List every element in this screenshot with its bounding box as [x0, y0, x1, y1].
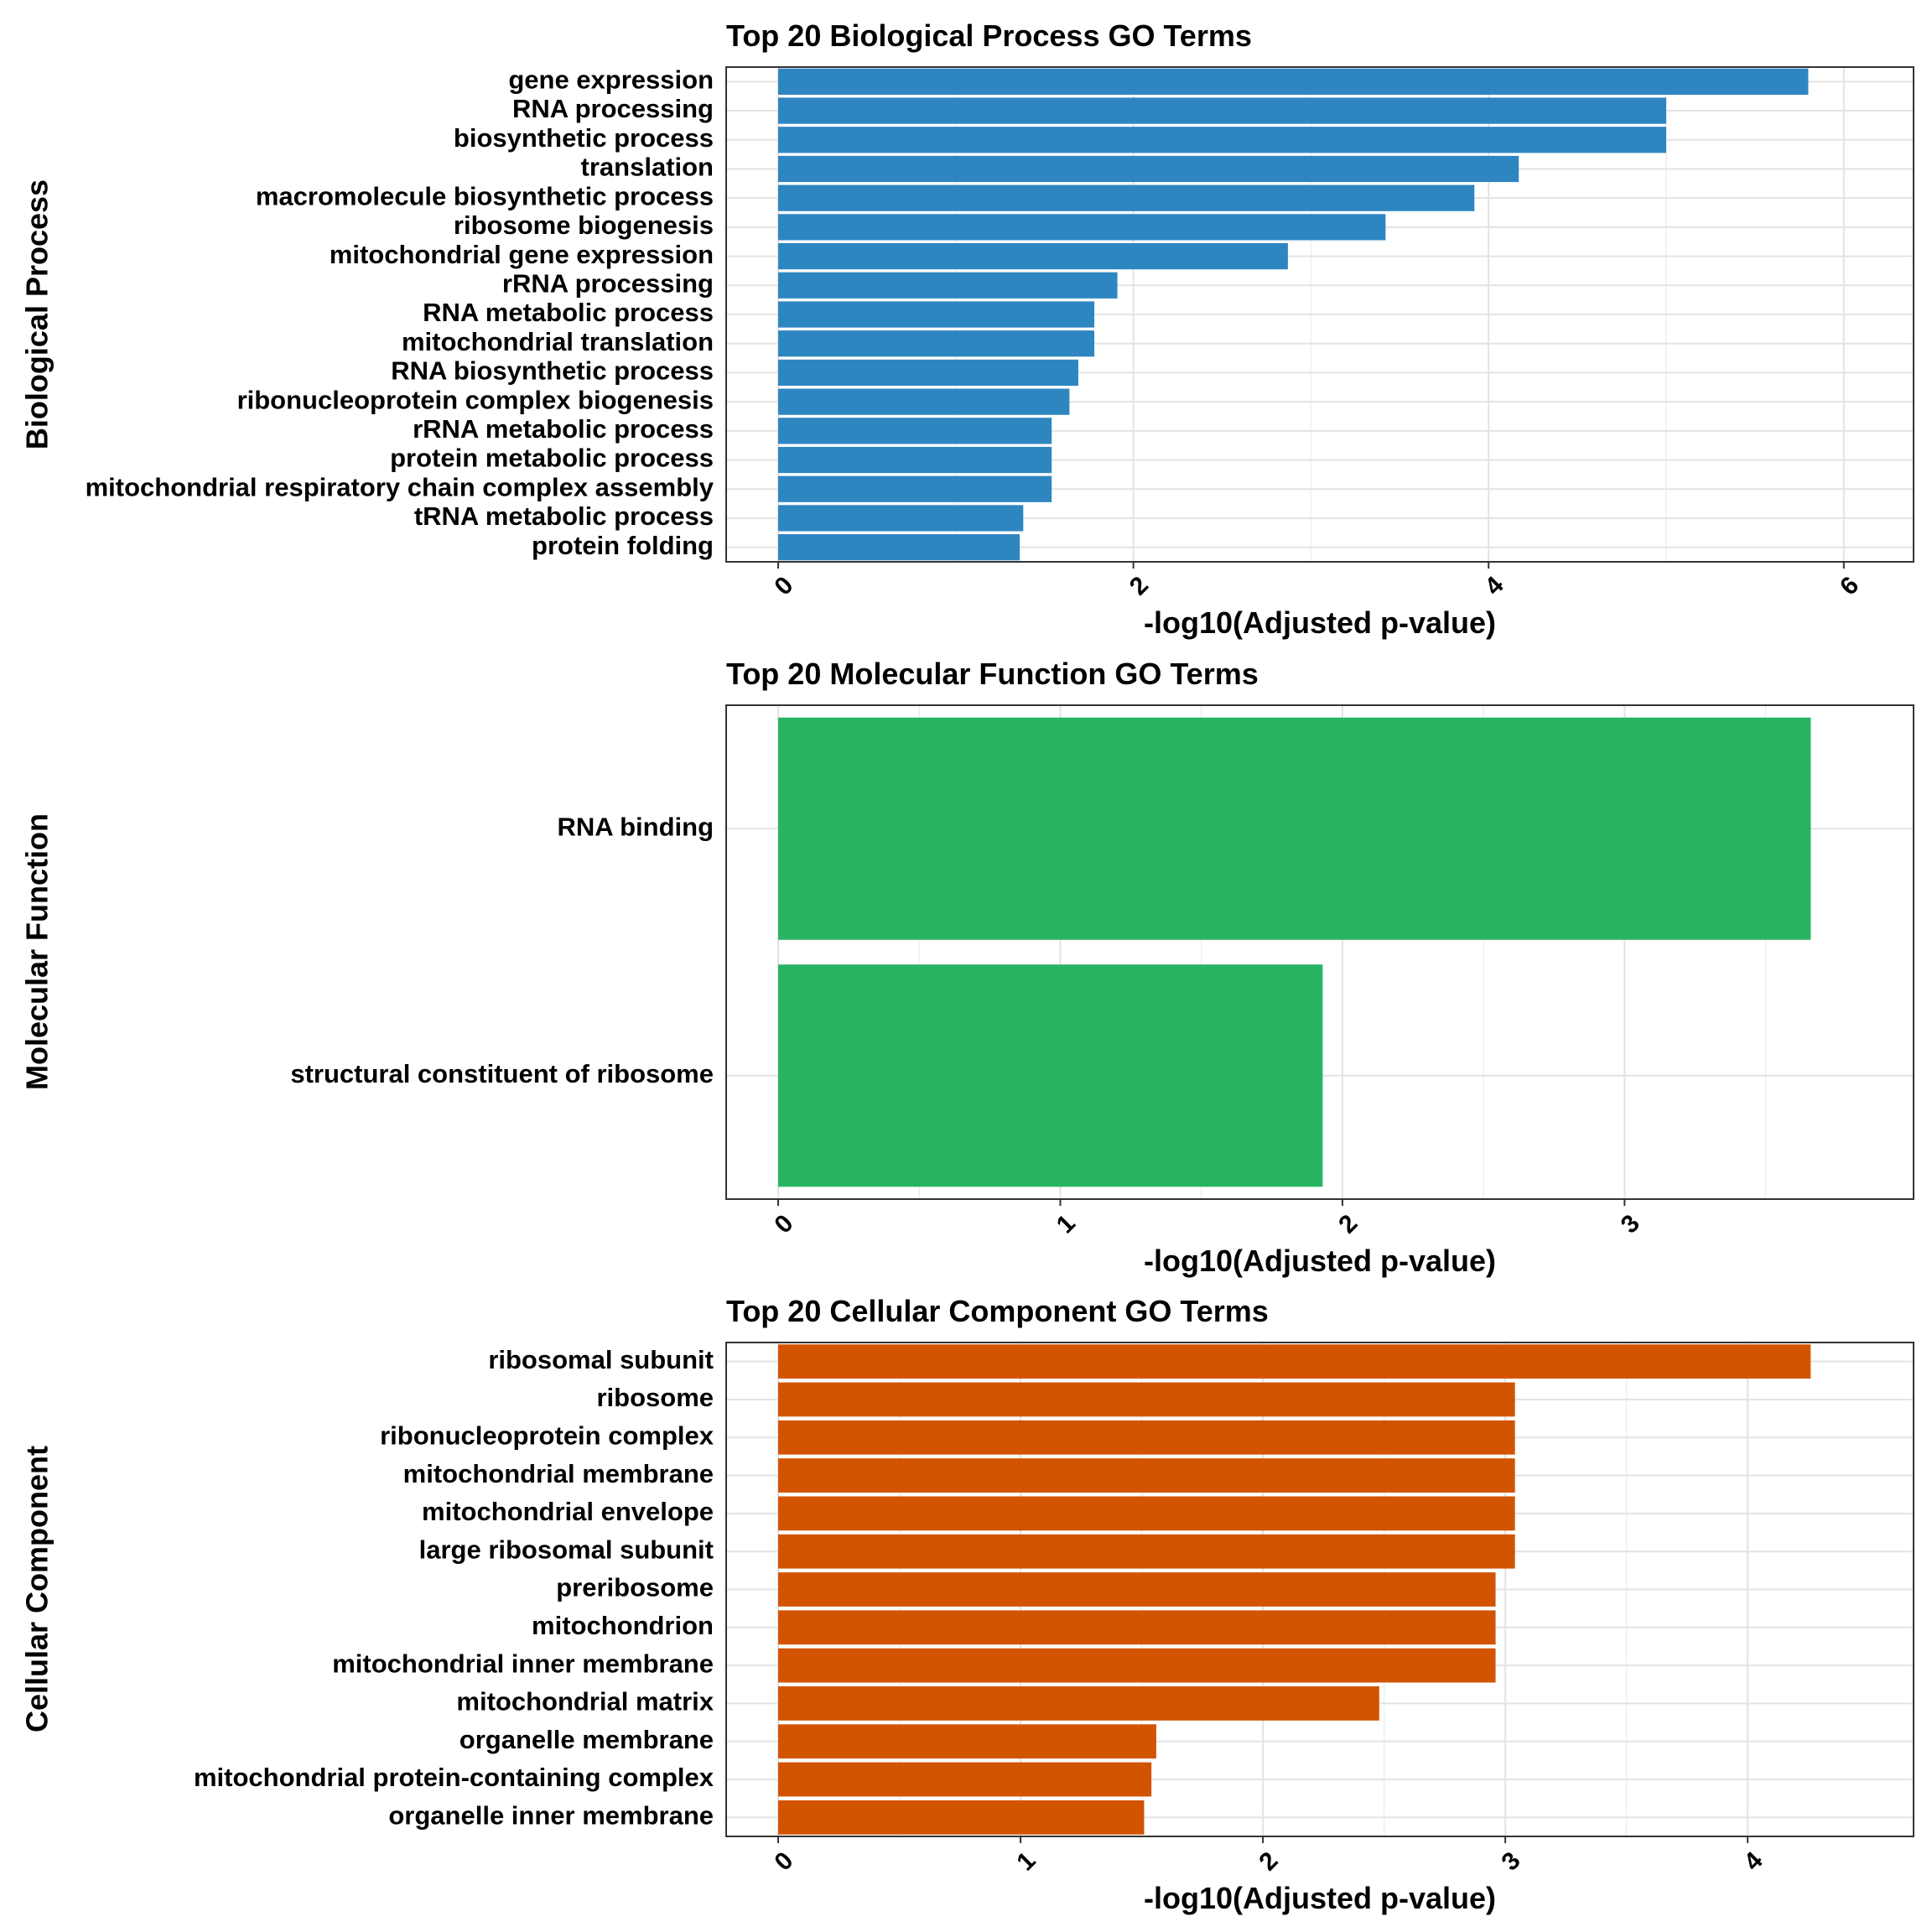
- category-label: mitochondrial matrix: [456, 1687, 714, 1716]
- category-label: mitochondrial gene expression: [330, 240, 714, 269]
- plot-border: [725, 1342, 1914, 1837]
- bar: [778, 1572, 1496, 1607]
- bar: [778, 475, 1052, 502]
- chart-panel-2: RNA binding structural constituent of rib…: [20, 657, 1914, 1278]
- category-label: RNA metabolic process: [423, 298, 714, 327]
- bar: [778, 1496, 1515, 1531]
- bar: [778, 505, 1024, 532]
- category-label: gene expression: [508, 65, 714, 95]
- x-tick-label: 0: [769, 1209, 798, 1239]
- x-axis-label: -log10(Adjusted p-value): [1144, 605, 1496, 640]
- bar: [778, 1458, 1515, 1493]
- category-label: tRNA metabolic process: [414, 501, 714, 531]
- category-label: ribonucleoprotein complex biogenesis: [237, 385, 714, 414]
- y-axis-label: Molecular Function: [20, 813, 55, 1090]
- x-tick-label: 1: [1011, 1846, 1041, 1876]
- bar: [778, 127, 1667, 153]
- bar: [778, 446, 1052, 474]
- x-tick-label: 2: [1124, 571, 1154, 600]
- bar: [778, 1648, 1496, 1683]
- x-tick-label: 1: [1052, 1209, 1081, 1239]
- x-tick-label: 2: [1333, 1209, 1363, 1239]
- chart-title: Top 20 Molecular Function GO Terms: [726, 657, 1259, 691]
- category-label: rRNA metabolic process: [413, 414, 714, 444]
- category-label: mitochondrion: [532, 1611, 714, 1640]
- x-tick-label: 4: [1738, 1846, 1768, 1876]
- bar: [778, 1534, 1515, 1569]
- bar: [778, 1686, 1379, 1721]
- category-label: mitochondrial protein-containing complex: [194, 1763, 714, 1792]
- bar: [778, 1800, 1145, 1835]
- category-label: structural constituent of ribosome: [290, 1059, 714, 1088]
- x-tick-label: 4: [1480, 571, 1509, 600]
- x-axis-label: -log10(Adjusted p-value): [1144, 1881, 1496, 1915]
- bar: [778, 184, 1475, 211]
- bar: [778, 214, 1386, 241]
- bar: [778, 1344, 1811, 1379]
- category-label: mitochondrial translation: [402, 327, 714, 356]
- bar: [778, 1382, 1515, 1417]
- y-axis-label: Biological Process: [20, 179, 55, 449]
- x-tick-label: 3: [1496, 1846, 1525, 1876]
- bar: [778, 1610, 1496, 1645]
- bar: [778, 534, 1021, 561]
- category-label: preribosome: [556, 1573, 714, 1602]
- bar: [778, 97, 1667, 124]
- category-label: RNA biosynthetic process: [391, 356, 714, 386]
- category-label: mitochondrial envelope: [422, 1497, 714, 1526]
- category-label: RNA binding: [557, 812, 714, 841]
- category-label: mitochondrial respiratory chain complex …: [86, 472, 714, 501]
- bar: [778, 359, 1078, 387]
- x-tick-label: 0: [769, 571, 798, 600]
- bar: [778, 301, 1095, 328]
- category-label: biosynthetic process: [454, 123, 714, 153]
- bar: [778, 68, 1809, 95]
- bar: [778, 418, 1052, 444]
- category-label: ribosome biogenesis: [454, 210, 714, 240]
- category-label: organelle membrane: [460, 1725, 714, 1754]
- chart-title: Top 20 Biological Process GO Terms: [726, 18, 1252, 53]
- category-label: ribonucleoprotein complex: [380, 1420, 714, 1450]
- plot-border: [725, 66, 1914, 563]
- category-label: mitochondrial inner membrane: [332, 1649, 714, 1678]
- x-tick-label: 3: [1616, 1209, 1645, 1239]
- x-tick-label: 0: [769, 1846, 798, 1876]
- bar: [778, 272, 1118, 299]
- category-label: macromolecule biosynthetic process: [256, 181, 714, 210]
- category-label: RNA processing: [512, 94, 714, 123]
- category-label: rRNA processing: [502, 268, 714, 298]
- bar: [778, 330, 1095, 357]
- x-tick-label: 6: [1835, 571, 1864, 600]
- x-axis-label: -log10(Adjusted p-value): [1144, 1244, 1496, 1278]
- y-axis-label: Cellular Component: [20, 1446, 55, 1732]
- bar: [778, 717, 1811, 940]
- bar: [778, 1420, 1515, 1455]
- bar: [778, 1762, 1152, 1797]
- x-tick-label: 2: [1254, 1846, 1283, 1876]
- bar: [778, 964, 1323, 1187]
- category-label: organelle inner membrane: [388, 1801, 714, 1831]
- category-label: ribosome: [596, 1383, 714, 1412]
- plot-border: [725, 704, 1914, 1200]
- category-label: mitochondrial membrane: [403, 1459, 714, 1488]
- chart-panel-3: ribosomal subunit ribosome ribonucleoprote…: [20, 1294, 1914, 1915]
- category-label: translation: [581, 153, 714, 182]
- bar: [778, 155, 1519, 183]
- bar: [778, 388, 1070, 415]
- chart-title: Top 20 Cellular Component GO Terms: [726, 1294, 1269, 1328]
- category-label: ribosomal subunit: [488, 1345, 714, 1374]
- bar: [778, 1724, 1156, 1759]
- category-label: protein folding: [532, 531, 714, 560]
- category-label: large ribosomal subunit: [419, 1535, 714, 1564]
- bar: [778, 242, 1288, 270]
- category-label: protein metabolic process: [390, 444, 714, 473]
